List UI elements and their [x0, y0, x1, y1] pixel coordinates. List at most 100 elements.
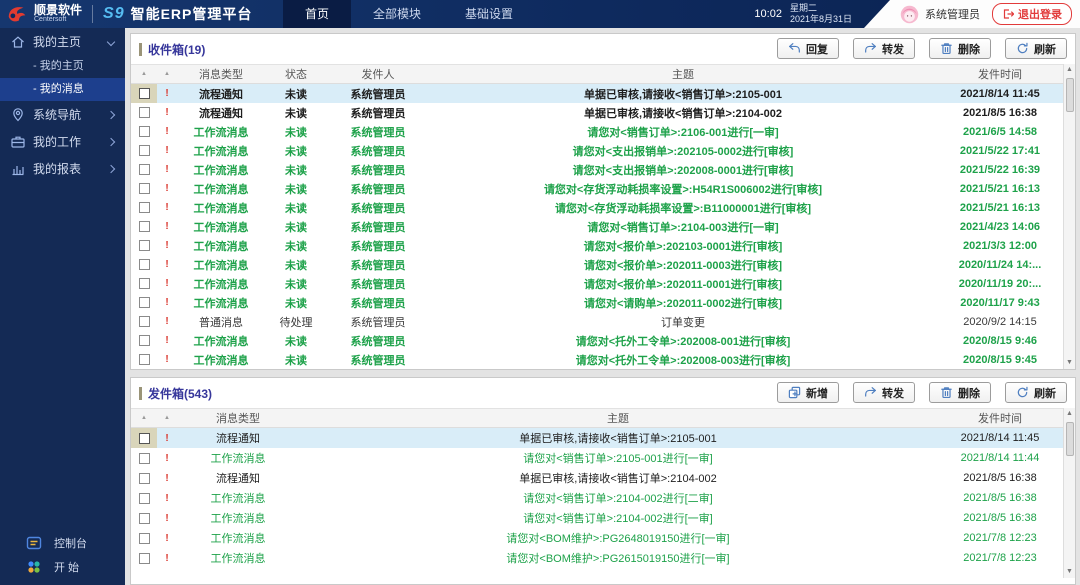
select-all-header[interactable]: ▲ — [141, 71, 147, 77]
add-button[interactable]: 新增 — [777, 382, 839, 403]
checkbox-cell — [131, 428, 157, 448]
row-checkbox[interactable] — [138, 278, 150, 289]
message-row[interactable]: ! 工作流消息 未读 系统管理员 请您对<报价单>:202011-0003进行[审核] 2… — [131, 255, 1063, 274]
message-row[interactable]: ! 工作流消息 未读 系统管理员 请您对<托外工令单>:202008-003进行[审核]… — [131, 350, 1063, 369]
scroll-up-icon[interactable]: ▲ — [1066, 410, 1073, 417]
row-checkbox[interactable] — [138, 145, 150, 156]
start-button[interactable]: 开 始 — [0, 555, 125, 579]
row-checkbox[interactable] — [138, 335, 150, 346]
column-header[interactable]: 消息类型 — [199, 69, 243, 81]
message-row[interactable]: ! 流程通知 单据已审核,请接收<销售订单>:2104-002 2021/8/5 16… — [131, 468, 1063, 488]
console-button[interactable]: 控制台 — [0, 531, 125, 555]
checkbox-cell — [131, 202, 157, 213]
message-row[interactable]: ! 工作流消息 未读 系统管理员 请您对<销售订单>:2104-003进行[一审] 202… — [131, 217, 1063, 236]
flag-column-header[interactable]: ▲ — [164, 415, 170, 421]
select-all-header[interactable]: ▲ — [141, 415, 147, 421]
message-row[interactable]: ! 普通消息 待处理 系统管理员 订单变更 2020/9/2 14:15 — [131, 312, 1063, 331]
logout-button[interactable]: 退出登录 — [992, 3, 1072, 25]
sidebar-item-1[interactable]: 系统导航 — [0, 101, 125, 128]
sidebar-subitem-0-0[interactable]: 我的主页 — [0, 55, 125, 78]
flag-column-header[interactable]: ▲ — [164, 71, 170, 77]
message-row[interactable]: ! 工作流消息 请您对<BOM维护>:PG2615019150进行[一审] 2021/… — [131, 548, 1063, 568]
priority-flag-icon: ! — [165, 278, 169, 289]
row-checkbox[interactable] — [138, 259, 150, 270]
message-row[interactable]: ! 工作流消息 请您对<销售订单>:2105-001进行[一审] 2021/8/14 … — [131, 448, 1063, 468]
column-header[interactable]: 发件人 — [361, 69, 395, 81]
column-header[interactable]: 状态 — [285, 69, 307, 81]
vertical-scrollbar[interactable]: ▲ ▼ — [1063, 408, 1075, 578]
console-icon — [26, 535, 42, 551]
message-row[interactable]: ! 流程通知 未读 系统管理员 单据已审核,请接收<销售订单>:2104-002 2021… — [131, 103, 1063, 122]
sidebar-item-2[interactable]: 我的工作 — [0, 128, 125, 155]
message-row[interactable]: ! 工作流消息 未读 系统管理员 请您对<报价单>:202103-0001进行[审核] 2… — [131, 236, 1063, 255]
column-header[interactable]: 主题 — [672, 69, 694, 81]
message-row[interactable]: ! 工作流消息 未读 系统管理员 请您对<存货浮动耗损率设置>:H54R1S006002… — [131, 179, 1063, 198]
message-row[interactable]: ! 工作流消息 未读 系统管理员 请您对<托外工令单>:202008-001进行[审核]… — [131, 331, 1063, 350]
message-row[interactable]: ! 工作流消息 未读 系统管理员 请您对<支出报销单>:202008-0001进行[审核… — [131, 160, 1063, 179]
row-checkbox[interactable] — [138, 107, 150, 118]
row-checkbox[interactable] — [138, 183, 150, 194]
row-checkbox[interactable] — [138, 532, 150, 544]
outbox-accent-bar — [139, 386, 142, 400]
vertical-scrollbar[interactable]: ▲ ▼ — [1063, 64, 1075, 369]
scroll-down-icon[interactable]: ▼ — [1066, 359, 1073, 366]
forward-icon — [864, 386, 877, 399]
row-checkbox[interactable] — [138, 202, 150, 213]
sidebar-subitem-0-1[interactable]: 我的消息 — [0, 78, 125, 101]
column-header[interactable]: 发件时间 — [978, 69, 1022, 81]
row-checkbox[interactable] — [138, 240, 150, 251]
row-checkbox[interactable] — [138, 88, 150, 99]
sidebar-item-3[interactable]: 我的报表 — [0, 155, 125, 182]
forward-button[interactable]: 转发 — [853, 382, 915, 403]
nav-tab-1[interactable]: 全部模块 — [373, 7, 422, 21]
message-row[interactable]: ! 流程通知 单据已审核,请接收<销售订单>:2105-001 2021/8/14 1… — [131, 428, 1063, 448]
message-cell: 2021/8/5 16:38 — [963, 512, 1037, 524]
message-row[interactable]: ! 工作流消息 未读 系统管理员 请您对<请购单>:202011-0002进行[审核] 2… — [131, 293, 1063, 312]
refresh-button[interactable]: 刷新 — [1005, 38, 1067, 59]
message-cell: 请您对<销售订单>:2104-003进行[一审] — [587, 221, 779, 234]
row-checkbox[interactable] — [138, 472, 150, 484]
column-header[interactable]: 发件时间 — [978, 413, 1022, 425]
row-checkbox[interactable] — [138, 512, 150, 524]
nav-tab-2[interactable]: 基础设置 — [465, 7, 514, 21]
row-checkbox[interactable] — [138, 297, 150, 308]
row-checkbox[interactable] — [138, 221, 150, 232]
scroll-up-icon[interactable]: ▲ — [1066, 66, 1073, 73]
column-header[interactable]: 主题 — [607, 413, 629, 425]
sidebar-item-0[interactable]: 我的主页 — [0, 28, 125, 55]
message-row[interactable]: ! 工作流消息 请您对<销售订单>:2104-002进行[一审] 2021/8/5 1… — [131, 508, 1063, 528]
row-checkbox[interactable] — [138, 432, 150, 444]
message-cell: 单据已审核,请接收<销售订单>:2105-001 — [519, 433, 717, 445]
row-checkbox[interactable] — [138, 354, 150, 365]
column-header[interactable]: 消息类型 — [216, 413, 260, 425]
current-time: 10:02 — [754, 8, 782, 20]
trash-button[interactable]: 删除 — [929, 382, 991, 403]
message-row[interactable]: ! 工作流消息 未读 系统管理员 请您对<存货浮动耗损率设置>:B11000001进行[… — [131, 198, 1063, 217]
message-row[interactable]: ! 工作流消息 未读 系统管理员 请您对<报价单>:202011-0001进行[审核] 2… — [131, 274, 1063, 293]
scroll-down-icon[interactable]: ▼ — [1066, 568, 1073, 575]
row-checkbox[interactable] — [138, 552, 150, 564]
message-row[interactable]: ! 工作流消息 未读 系统管理员 请您对<销售订单>:2106-001进行[一审] 202… — [131, 122, 1063, 141]
message-row[interactable]: ! 工作流消息 请您对<BOM维护>:PG2648019150进行[一审] 2021/… — [131, 528, 1063, 548]
message-cell: 工作流消息 — [193, 221, 249, 234]
scrollbar-thumb[interactable] — [1065, 78, 1074, 112]
checkbox-cell — [131, 221, 157, 232]
trash-button[interactable]: 删除 — [929, 38, 991, 59]
row-checkbox[interactable] — [138, 316, 150, 327]
message-cell: 工作流消息 — [210, 553, 266, 565]
reply-button[interactable]: 回复 — [777, 38, 839, 59]
user-avatar — [900, 5, 919, 24]
forward-button[interactable]: 转发 — [853, 38, 915, 59]
priority-flag-icon: ! — [165, 297, 169, 308]
refresh-button[interactable]: 刷新 — [1005, 382, 1067, 403]
message-row[interactable]: ! 工作流消息 未读 系统管理员 请您对<支出报销单>:202105-0002进行[审核… — [131, 141, 1063, 160]
message-row[interactable]: ! 流程通知 未读 系统管理员 单据已审核,请接收<销售订单>:2105-001 2021… — [131, 84, 1063, 103]
nav-tab-0[interactable]: 首页 — [283, 0, 352, 28]
row-checkbox[interactable] — [138, 492, 150, 504]
row-checkbox[interactable] — [138, 452, 150, 464]
row-checkbox[interactable] — [138, 164, 150, 175]
message-row[interactable]: ! 工作流消息 请您对<销售订单>:2104-002进行[二审] 2021/8/5 1… — [131, 488, 1063, 508]
priority-flag-icon: ! — [165, 145, 169, 156]
row-checkbox[interactable] — [138, 126, 150, 137]
scrollbar-thumb[interactable] — [1065, 422, 1074, 456]
